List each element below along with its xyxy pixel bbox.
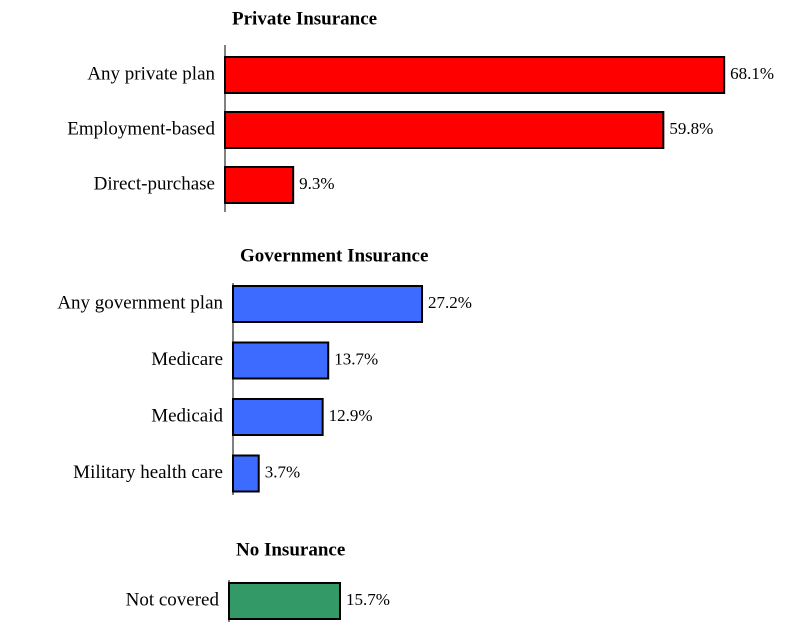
bar [232,398,324,436]
panel-title: Private Insurance [232,8,377,29]
bar [232,341,330,380]
category-label: Medicaid [151,405,223,426]
value-label: 68.1% [730,64,774,83]
category-label: Employment-based [67,118,215,139]
value-label: 59.8% [669,119,713,138]
value-label: 13.7% [334,349,378,368]
value-label: 12.9% [329,406,373,425]
panel-title: No Insurance [236,539,345,560]
bar [224,56,726,94]
value-label: 15.7% [346,590,390,609]
category-label: Any private plan [87,63,215,84]
value-label: 9.3% [299,174,334,193]
bar [232,285,424,323]
category-label: Any government plan [57,292,223,313]
category-label: Medicare [151,349,223,370]
category-label: Military health care [73,462,223,483]
category-label: Not covered [126,589,220,610]
category-label: Direct-purchase [94,173,215,194]
bar [224,166,295,204]
bar [224,111,665,149]
value-label: 3.7% [265,462,300,481]
bar [232,454,260,493]
bar [228,582,341,620]
value-label: 27.2% [428,293,472,312]
panel-title: Government Insurance [240,245,428,266]
